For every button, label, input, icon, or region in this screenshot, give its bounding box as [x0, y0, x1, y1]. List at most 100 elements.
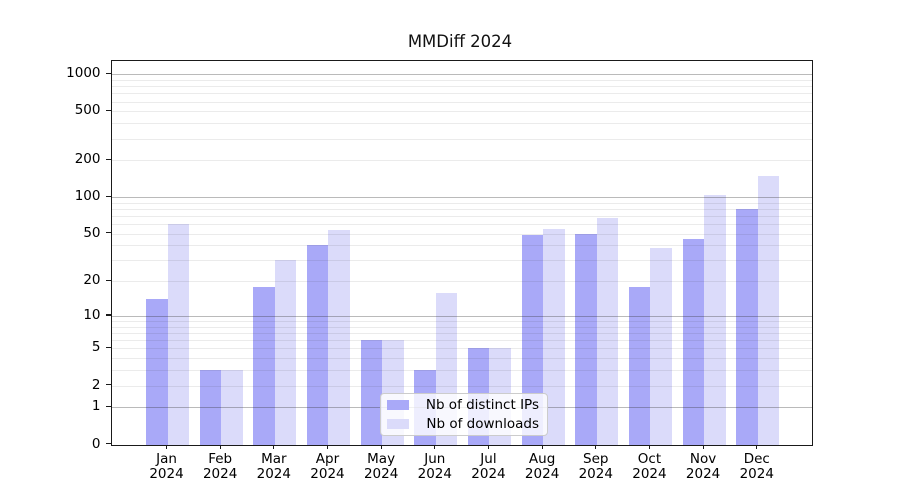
x-tick-label-oct: Oct 2024 — [617, 451, 681, 483]
bar-distinct-ips-feb — [199, 370, 222, 445]
bar-distinct-ips-may — [360, 340, 383, 445]
year-label: 2024 — [632, 466, 667, 482]
y-tick-label: 5 — [91, 339, 101, 356]
x-tick-label-jan: Jan 2024 — [135, 451, 199, 483]
legend: Nb of distinct IPs Nb of downloads — [380, 393, 548, 436]
bar-downloads-dec — [757, 175, 780, 445]
legend-swatch-downloads — [387, 419, 409, 429]
year-label: 2024 — [739, 466, 774, 482]
bar-distinct-ips-mar — [253, 286, 275, 445]
bar-distinct-ips-jan — [146, 299, 168, 445]
gridline-minor — [111, 224, 812, 226]
legend-item-distinct-ips: Nb of distinct IPs — [387, 397, 539, 413]
gridline-major — [111, 74, 812, 76]
x-tick-mark — [326, 444, 329, 450]
x-tick-mark — [219, 444, 221, 450]
month-label: Feb — [208, 450, 233, 467]
bar-downloads-apr — [328, 229, 350, 445]
gridline-minor — [111, 233, 812, 235]
year-label: 2024 — [578, 466, 613, 482]
bar-downloads-sep — [596, 217, 619, 445]
x-tick-mark — [702, 444, 704, 450]
gridline-minor — [111, 160, 812, 162]
x-tick-label-sep: Sep 2024 — [564, 450, 628, 483]
gridline-minor — [111, 340, 812, 342]
y-tick-label: 100 — [74, 188, 101, 205]
year-label: 2024 — [202, 466, 238, 482]
bar-downloads-feb — [221, 370, 243, 445]
y-tick-mark — [105, 442, 111, 445]
y-tick-label: 10 — [83, 306, 101, 323]
legend-label-downloads: Nb of downloads — [426, 416, 539, 432]
y-tick-mark — [105, 232, 111, 234]
y-tick-mark — [105, 195, 111, 197]
gridline-minor — [111, 208, 812, 210]
month-label: Jun — [424, 450, 446, 467]
bar-distinct-ips-dec — [736, 209, 758, 445]
x-tick-mark — [756, 444, 758, 450]
chart-title: MMDiff 2024 — [407, 32, 513, 51]
gridline-minor — [111, 348, 812, 350]
y-tick-mark — [105, 158, 111, 160]
x-tick-mark — [165, 444, 168, 450]
month-label: Apr — [315, 450, 340, 467]
legend-swatch-distinct-ips — [387, 400, 409, 410]
x-tick-label-aug: Aug 2024 — [510, 451, 574, 483]
x-tick-label-may: May 2024 — [349, 450, 413, 483]
x-tick-label-nov: Nov 2024 — [671, 451, 735, 483]
x-tick-label-jun: Jun 2024 — [403, 450, 467, 483]
gridline-minor — [111, 326, 812, 328]
y-tick-label: 20 — [83, 272, 101, 289]
y-tick-label: 1000 — [66, 65, 101, 82]
bar-downloads-mar — [274, 260, 297, 445]
x-tick-mark — [648, 444, 651, 450]
x-tick-mark — [380, 444, 382, 450]
gridline-major — [111, 197, 812, 199]
gridline-minor — [111, 216, 812, 218]
bar-distinct-ips-nov — [682, 239, 705, 445]
bar-distinct-ips-aug — [521, 234, 544, 445]
gridline-minor — [111, 138, 812, 140]
gridline-minor — [111, 281, 812, 283]
gridline-minor — [111, 111, 812, 113]
bar-downloads-jan — [167, 224, 189, 445]
gridline-minor — [111, 370, 812, 372]
y-tick-mark — [105, 109, 111, 111]
gridline-major — [111, 315, 812, 317]
month-label: May — [367, 450, 396, 467]
bar-downloads-aug — [543, 228, 565, 445]
y-tick-label: 500 — [74, 102, 101, 119]
gridline-minor — [111, 321, 812, 323]
y-tick-label: 1 — [91, 398, 101, 415]
y-tick-mark — [105, 279, 111, 281]
year-label: 2024 — [363, 466, 399, 482]
gridline-minor — [111, 260, 812, 262]
year-label: 2024 — [524, 466, 560, 482]
x-tick-label-mar: Mar 2024 — [242, 450, 306, 483]
month-label: Dec — [743, 450, 770, 467]
gridline-minor — [111, 79, 812, 81]
x-tick-mark — [273, 444, 275, 450]
gridline-minor — [111, 123, 812, 125]
y-tick-label: 50 — [83, 224, 101, 241]
bar-distinct-ips-oct — [628, 286, 651, 445]
gridline-minor — [111, 202, 812, 204]
y-tick-label: 0 — [91, 435, 101, 452]
year-label: 2024 — [417, 466, 452, 482]
gridline-minor — [111, 245, 812, 247]
year-label: 2024 — [256, 466, 291, 482]
y-tick-mark — [105, 384, 111, 386]
y-tick-label: 2 — [91, 376, 101, 393]
y-tick-mark — [105, 405, 111, 407]
month-label: Sep — [583, 450, 609, 467]
year-label: 2024 — [471, 466, 506, 482]
bar-downloads-nov — [704, 195, 726, 445]
x-tick-label-jul: Jul 2024 — [456, 451, 520, 483]
gridline-minor — [111, 86, 812, 88]
gridline-minor — [111, 385, 812, 387]
month-label: Mar — [261, 450, 287, 467]
y-tick-mark — [105, 314, 111, 316]
x-tick-mark — [541, 444, 543, 450]
x-tick-mark — [595, 444, 597, 450]
